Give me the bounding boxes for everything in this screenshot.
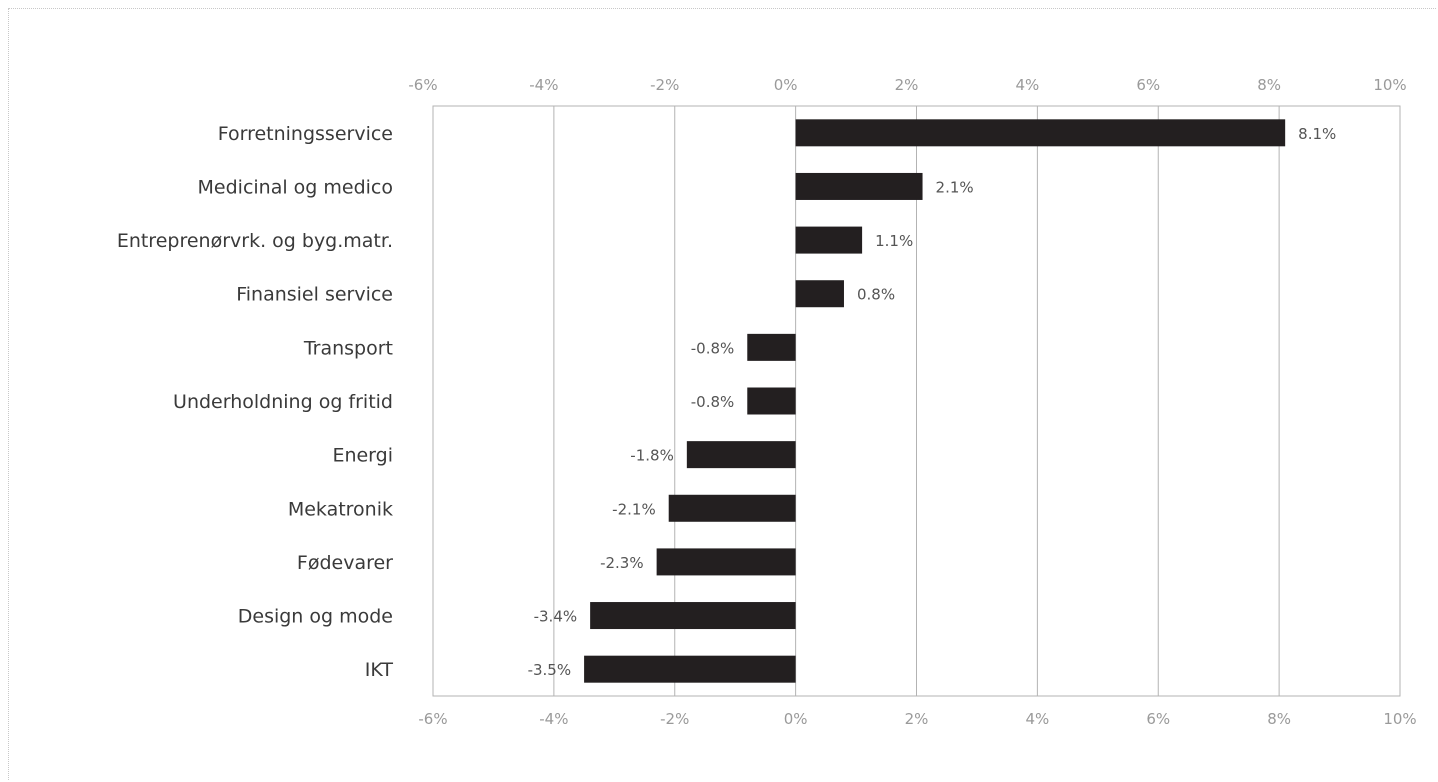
data-label: -0.8% <box>691 393 735 411</box>
category-label: Fødevarer <box>297 552 393 574</box>
category-label: Mekatronik <box>288 498 393 520</box>
x-tick-label-top: -6% <box>408 76 437 94</box>
x-tick-label-top: -4% <box>529 76 558 94</box>
data-label: 0.8% <box>857 286 895 304</box>
x-tick-label-top: 8% <box>1257 76 1281 94</box>
bar <box>795 226 863 254</box>
bars <box>584 119 1286 683</box>
category-label: Transport <box>303 337 393 359</box>
x-tick-label-bottom: 6% <box>1146 710 1170 728</box>
x-tick-label-bottom: -2% <box>660 710 689 728</box>
x-tick-label-top: 0% <box>774 76 798 94</box>
x-tick-label-bottom: -4% <box>539 710 568 728</box>
x-tick-label-bottom: -6% <box>418 710 447 728</box>
x-tick-label-bottom: 0% <box>784 710 808 728</box>
x-tick-label-bottom: 4% <box>1025 710 1049 728</box>
x-tick-label-bottom: 10% <box>1383 710 1416 728</box>
chart-frame <box>8 8 1436 780</box>
x-axis-top-ticks: -6% -4% -2% 0% 2% 4% 6% 8% 10% <box>408 76 1406 94</box>
x-tick-label-top: 10% <box>1373 76 1406 94</box>
data-labels: 8.1% 2.1% 1.1% 0.8% -0.8% -0.8% -1.8% -2.1% -2.3… <box>528 125 1337 679</box>
category-label: Medicinal og medico <box>198 176 393 198</box>
x-axis-bottom-ticks: -6% -4% -2% 0% 2% 4% 6% 8% 10% <box>418 710 1416 728</box>
data-label: 8.1% <box>1298 125 1336 143</box>
bar <box>686 441 796 469</box>
category-label: Energi <box>332 445 393 467</box>
data-label: -1.8% <box>630 447 674 465</box>
bar <box>584 655 796 683</box>
plot-area-border <box>432 105 1401 697</box>
category-label: Entreprenørvrk. og byg.matr. <box>117 230 393 252</box>
data-label: -3.5% <box>528 661 572 679</box>
data-label: -2.1% <box>612 500 656 518</box>
bar <box>590 602 796 630</box>
category-label: Finansiel service <box>236 284 393 306</box>
bar <box>747 387 796 415</box>
category-label: IKT <box>365 659 394 681</box>
bar <box>656 548 796 576</box>
data-label: -3.4% <box>534 608 578 626</box>
x-tick-label-bottom: 2% <box>905 710 929 728</box>
bar <box>795 119 1286 147</box>
category-label: Underholdning og fritid <box>173 391 393 413</box>
category-labels: Forretningsservice Medicinal og medico Ent… <box>117 123 394 681</box>
x-tick-label-top: 2% <box>895 76 919 94</box>
data-label: -0.8% <box>691 339 735 357</box>
x-tick-label-top: 4% <box>1015 76 1039 94</box>
data-label: -2.3% <box>600 554 644 572</box>
bar <box>795 172 923 200</box>
category-label: Forretningsservice <box>218 123 393 145</box>
x-tick-label-top: 6% <box>1136 76 1160 94</box>
data-label: 1.1% <box>875 232 913 250</box>
bar <box>668 494 796 522</box>
data-label: 2.1% <box>936 178 974 196</box>
x-tick-label-bottom: 8% <box>1267 710 1291 728</box>
bar <box>747 333 796 361</box>
bar <box>795 280 844 308</box>
x-tick-label-top: -2% <box>650 76 679 94</box>
category-label: Design og mode <box>238 606 393 628</box>
